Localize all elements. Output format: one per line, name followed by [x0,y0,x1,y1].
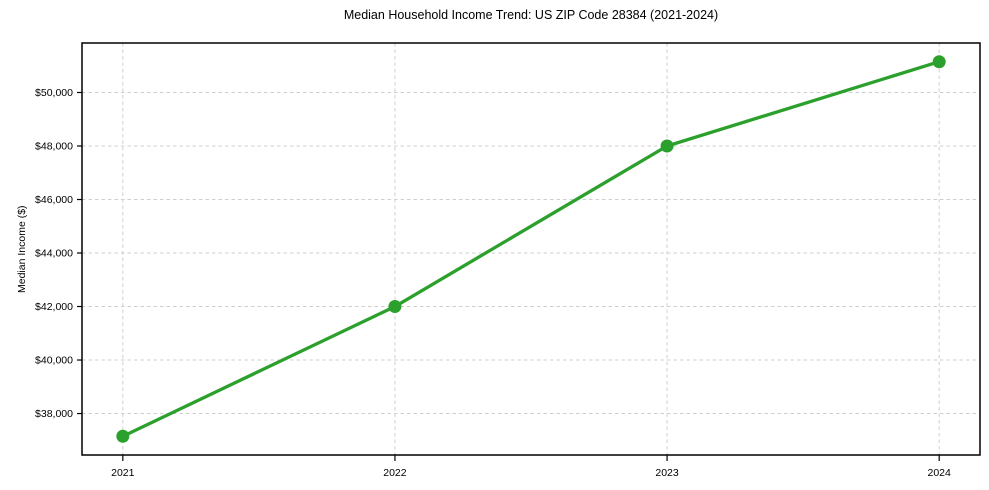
y-tick-label: $40,000 [35,355,73,367]
y-tick-label: $48,000 [35,141,73,153]
y-tick-label: $50,000 [35,87,73,99]
y-tick-label: $46,000 [35,194,73,206]
x-tick-label: 2021 [111,467,135,479]
chart-title: Median Household Income Trend: US ZIP Co… [343,8,719,22]
data-point-2022 [388,300,402,314]
y-tick-label: $44,000 [35,248,73,260]
axes-spines [81,42,981,456]
trend-line [121,60,941,438]
data-point-2021 [116,429,130,443]
data-point-2023 [660,139,674,153]
y-tick-label: $42,000 [35,301,73,313]
x-tick-label: 2023 [655,467,679,479]
y-tick-label: $38,000 [35,408,73,420]
data-point-2024 [932,55,946,69]
x-tick-label: 2024 [928,467,952,479]
x-tick-label: 2022 [383,467,407,479]
